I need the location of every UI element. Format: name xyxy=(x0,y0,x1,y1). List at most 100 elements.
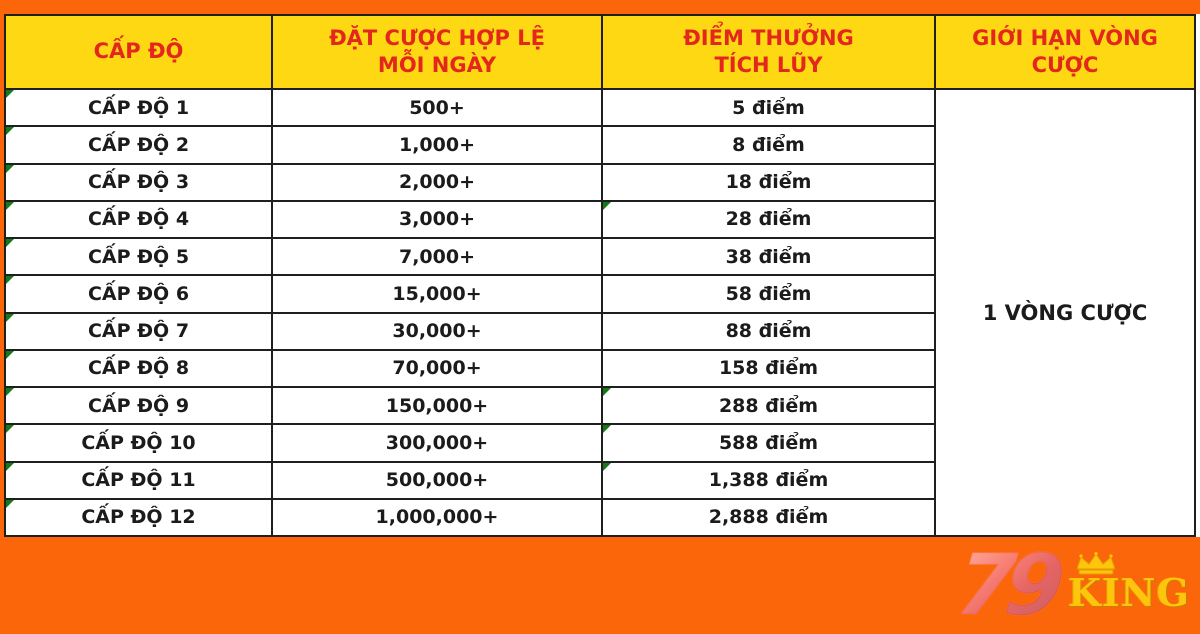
level-cell: CẤP ĐỘ 2 xyxy=(4,125,273,165)
bet-cell: 2,000+ xyxy=(271,162,603,202)
level-value: CẤP ĐỘ 6 xyxy=(87,282,190,305)
table-row: CẤP ĐỘ 7 30,000+ 88 điểm xyxy=(4,311,1195,351)
points-value: 158 điểm xyxy=(718,357,819,380)
bet-cell: 7,000+ xyxy=(271,236,603,277)
rewards-table: CẤP ĐỘ ĐẶT CƯỢC HỢP LỆ MỖI NGÀY ĐIỂM THƯ… xyxy=(4,14,1196,538)
brand-logo-79king: 79 KING xyxy=(952,536,1190,634)
bet-value: 1,000,000+ xyxy=(375,506,499,529)
header-wager-limit-label: GIỚI HẠN VÒNG CƯỢC xyxy=(972,25,1158,77)
points-cell: 58 điểm xyxy=(601,274,936,314)
bet-value: 7,000+ xyxy=(398,245,476,268)
header-cell-daily-bet: ĐẶT CƯỢC HỢP LỆ MỖI NGÀY xyxy=(271,14,603,90)
level-value: CẤP ĐỘ 5 xyxy=(87,245,190,268)
points-cell: 38 điểm xyxy=(601,236,936,277)
level-value: CẤP ĐỘ 10 xyxy=(81,431,196,454)
table-row: CẤP ĐỘ 12 1,000,000+ 2,888 điểm xyxy=(4,497,1195,538)
points-cell: 288 điểm xyxy=(601,385,936,426)
level-value: CẤP ĐỘ 1 xyxy=(87,96,190,119)
table-row: CẤP ĐỘ 10 300,000+ 588 điểm xyxy=(4,423,1195,463)
green-flag-icon xyxy=(603,462,611,471)
bet-cell: 15,000+ xyxy=(271,274,603,314)
wager-limit-value: 1 VÒNG CƯỢC xyxy=(982,300,1148,325)
bet-value: 500,000+ xyxy=(385,469,489,492)
green-flag-icon xyxy=(6,239,14,247)
logo-number: 79 xyxy=(952,536,1071,634)
points-cell: 588 điểm xyxy=(601,423,936,463)
bet-value: 15,000+ xyxy=(392,282,482,305)
level-cell: CẤP ĐỘ 12 xyxy=(4,497,273,538)
green-flag-icon xyxy=(603,201,611,210)
header-level-label: CẤP ĐỘ xyxy=(93,39,184,64)
points-value: 8 điểm xyxy=(732,133,805,156)
bet-cell: 500,000+ xyxy=(271,460,603,500)
table-row: CẤP ĐỘ 2 1,000+ 8 điểm xyxy=(4,125,1195,165)
wager-limit-merged-cell: 1 VÒNG CƯỢC xyxy=(934,88,1196,537)
logo-word: KING xyxy=(1068,570,1190,615)
level-cell: CẤP ĐỘ 5 xyxy=(4,236,273,277)
table-row: CẤP ĐỘ 1 500+ 5 điểm 1 VÒNG CƯỢC xyxy=(4,87,1196,537)
level-cell: CẤP ĐỘ 11 xyxy=(4,460,273,500)
points-value: 2,888 điểm xyxy=(708,506,829,529)
bet-cell: 1,000+ xyxy=(271,125,603,165)
points-cell: 158 điểm xyxy=(601,348,936,389)
points-value: 38 điểm xyxy=(725,245,812,268)
table-row: CẤP ĐỘ 11 500,000+ 1,388 điểm xyxy=(4,460,1195,500)
green-flag-icon xyxy=(6,201,14,210)
level-cell: CẤP ĐỘ 1 xyxy=(4,87,273,128)
header-daily-bet-line1: ĐẶT CƯỢC HỢP LỆ xyxy=(329,25,545,50)
level-cell: CẤP ĐỘ 6 xyxy=(4,274,273,314)
header-bonus-points-line1: ĐIỂM THƯỞNG xyxy=(683,25,854,50)
level-value: CẤP ĐỘ 7 xyxy=(87,320,190,343)
rewards-table-zone: CẤP ĐỘ ĐẶT CƯỢC HỢP LỆ MỖI NGÀY ĐIỂM THƯ… xyxy=(4,14,1200,538)
points-cell: 28 điểm xyxy=(601,199,936,240)
level-value: CẤP ĐỘ 4 xyxy=(87,208,190,231)
points-cell: 2,888 điểm xyxy=(601,497,936,538)
level-cell: CẤP ĐỘ 7 xyxy=(4,311,273,351)
points-cell: 1,388 điểm xyxy=(601,460,936,500)
level-value: CẤP ĐỘ 9 xyxy=(87,394,190,417)
green-flag-icon xyxy=(6,313,14,322)
green-flag-icon xyxy=(6,90,14,98)
green-flag-icon xyxy=(6,350,14,359)
level-cell: CẤP ĐỘ 10 xyxy=(4,423,273,463)
level-cell: CẤP ĐỘ 8 xyxy=(4,348,273,389)
bet-value: 3,000+ xyxy=(398,208,476,231)
bet-cell: 70,000+ xyxy=(271,348,603,389)
table-row: CẤP ĐỘ 4 3,000+ 28 điểm xyxy=(4,199,1195,240)
bet-value: 150,000+ xyxy=(385,394,489,417)
bet-value: 500+ xyxy=(409,96,465,119)
points-cell: 18 điểm xyxy=(601,162,936,202)
bet-cell: 1,000,000+ xyxy=(271,497,603,538)
green-flag-icon xyxy=(603,388,611,396)
points-cell: 8 điểm xyxy=(601,125,936,165)
bet-value: 70,000+ xyxy=(392,357,482,380)
header-cell-wager-limit: GIỚI HẠN VÒNG CƯỢC xyxy=(934,14,1196,90)
table-row: CẤP ĐỘ 8 70,000+ 158 điểm xyxy=(4,348,1195,389)
header-cell-level: CẤP ĐỘ xyxy=(4,14,273,90)
table-row: CẤP ĐỘ 6 15,000+ 58 điểm xyxy=(4,274,1195,314)
points-value: 58 điểm xyxy=(725,282,812,305)
level-cell: CẤP ĐỘ 3 xyxy=(4,162,273,202)
green-flag-icon xyxy=(6,127,14,136)
level-value: CẤP ĐỘ 8 xyxy=(87,357,190,380)
header-bonus-points-line2: TÍCH LŨY xyxy=(714,53,823,77)
green-flag-icon xyxy=(603,425,611,434)
crown-icon xyxy=(1076,552,1116,575)
green-flag-icon xyxy=(6,388,14,396)
table-row: CẤP ĐỘ 3 2,000+ 18 điểm xyxy=(4,162,1195,202)
points-value: 588 điểm xyxy=(718,431,819,454)
header-daily-bet-line2: MỖI NGÀY xyxy=(377,53,497,77)
points-value: 288 điểm xyxy=(718,394,819,417)
header-cell-bonus-points: ĐIỂM THƯỞNG TÍCH LŨY xyxy=(601,14,936,90)
bet-cell: 3,000+ xyxy=(271,199,603,240)
points-value: 18 điểm xyxy=(725,171,812,194)
table-row: CẤP ĐỘ 9 150,000+ 288 điểm xyxy=(4,385,1195,426)
level-value: CẤP ĐỘ 3 xyxy=(87,171,190,194)
points-value: 5 điểm xyxy=(732,96,805,119)
points-value: 28 điểm xyxy=(725,208,812,231)
points-cell: 88 điểm xyxy=(601,311,936,351)
bet-cell: 150,000+ xyxy=(271,385,603,426)
green-flag-icon xyxy=(6,462,14,471)
header-row: CẤP ĐỘ ĐẶT CƯỢC HỢP LỆ MỖI NGÀY ĐIỂM THƯ… xyxy=(4,14,1196,90)
